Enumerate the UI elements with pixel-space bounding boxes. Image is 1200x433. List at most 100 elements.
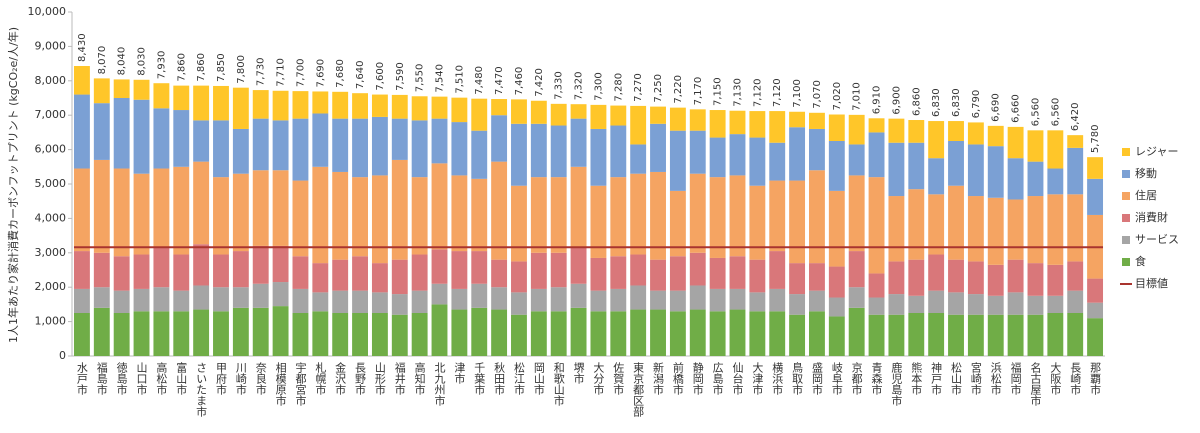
bar-segment (1087, 318, 1104, 356)
bar-segment (312, 292, 329, 312)
bar-segment (232, 87, 249, 129)
bar-segment (352, 256, 368, 291)
bar-segment (809, 290, 825, 312)
bar-segment (689, 285, 706, 310)
bar-segment (987, 295, 1004, 315)
legend-swatch (1122, 214, 1130, 222)
bar-segment (153, 287, 170, 312)
bar-segment (689, 173, 706, 253)
bar-segment (550, 177, 567, 253)
bar-segment (789, 263, 806, 295)
bar-segment (272, 170, 289, 246)
y-tick-label: 1,000 (35, 315, 67, 328)
bar-segment (1007, 158, 1024, 200)
bar-segment (232, 173, 249, 252)
bar-segment (93, 78, 110, 104)
total-label: 7,330 (554, 71, 565, 100)
bar-segment (133, 173, 150, 255)
bar-segment (113, 168, 130, 257)
bar-segment (630, 144, 647, 174)
total-label: 8,430 (77, 33, 88, 62)
bar-segment (848, 251, 865, 288)
x-tick-label: 岡山市 (532, 362, 545, 396)
bar-segment (491, 309, 508, 356)
total-label: 8,070 (97, 46, 108, 75)
x-tick-label: 前橋市 (671, 361, 684, 396)
total-label: 7,860 (196, 53, 207, 82)
bar-segment (312, 166, 329, 264)
bar-segment (590, 311, 607, 356)
bar-segment (967, 314, 984, 356)
x-tick-label: 長野市 (354, 362, 367, 396)
total-label: 7,850 (216, 53, 227, 82)
total-label: 7,700 (295, 58, 306, 87)
bar-segment (709, 311, 726, 356)
x-tick-label: 福岡市 (1009, 361, 1022, 396)
bar-segment (570, 104, 587, 119)
bar-segment (511, 261, 527, 293)
bar-segment (868, 118, 885, 133)
x-tick-label: 大津市 (751, 361, 764, 396)
bar-segment (948, 314, 964, 356)
total-label: 7,010 (852, 82, 863, 111)
bar-segment (272, 120, 289, 171)
bar-segment (332, 290, 349, 313)
bar-segment (987, 146, 1004, 198)
bar-segment (491, 287, 508, 310)
bar-segment (511, 123, 527, 186)
bar-segment (352, 290, 368, 313)
total-label: 6,690 (991, 93, 1002, 122)
x-tick-label: 川崎市 (234, 362, 247, 396)
x-tick-label: 長崎市 (1069, 362, 1082, 396)
x-tick-label: 山口市 (135, 362, 148, 396)
x-tick-label: 大分市 (592, 361, 605, 396)
bar-segment (709, 177, 726, 258)
total-label: 6,910 (872, 86, 883, 115)
bar-segment (789, 127, 806, 181)
bar-segment (1087, 278, 1104, 303)
legend-swatch (1122, 192, 1130, 200)
bar-segment (332, 171, 349, 260)
bar-segment (272, 245, 289, 283)
bar-segment (530, 100, 547, 124)
bar-segment (411, 290, 428, 313)
bar-segment (948, 121, 964, 141)
bar-segment (173, 110, 190, 167)
bar-segment (431, 163, 448, 250)
bar-segment (729, 309, 746, 356)
bar-segment (848, 144, 865, 176)
bar-segment (689, 109, 706, 131)
bar-segment (908, 295, 925, 313)
bar-segment (431, 118, 448, 164)
total-label: 7,730 (256, 57, 267, 86)
total-label: 7,470 (494, 66, 505, 95)
total-label: 7,640 (355, 61, 366, 90)
bar-segment (511, 99, 527, 124)
x-tick-label: 神戸市 (930, 361, 943, 396)
x-tick-label: 新潟市 (652, 361, 665, 396)
bar-segment (948, 185, 964, 260)
bar-segment (550, 311, 567, 356)
bar-segment (491, 161, 508, 260)
bar-segment (371, 313, 388, 356)
x-tick-label: 秋田市 (493, 361, 506, 396)
bar-segment (789, 294, 806, 315)
x-tick-label: 仙台市 (731, 362, 744, 396)
bar-segment (1067, 290, 1084, 313)
total-label: 7,680 (335, 59, 346, 88)
bar-segment (967, 196, 984, 262)
bar-segment (1027, 314, 1044, 356)
bar-segment (530, 288, 547, 312)
bar-segment (1087, 302, 1104, 319)
total-label: 6,660 (1011, 94, 1022, 123)
x-tick-label: 高松市 (155, 361, 168, 396)
x-tick-label: 相模原市 (274, 362, 287, 407)
x-tick-label: 富山市 (175, 361, 188, 396)
legend-label: 消費財 (1135, 210, 1168, 224)
bar-segment (371, 263, 388, 293)
bar-segment (133, 288, 150, 312)
bar-segment (292, 118, 309, 181)
x-tick-label: 岐阜市 (830, 362, 843, 396)
bar-segment (650, 309, 666, 356)
